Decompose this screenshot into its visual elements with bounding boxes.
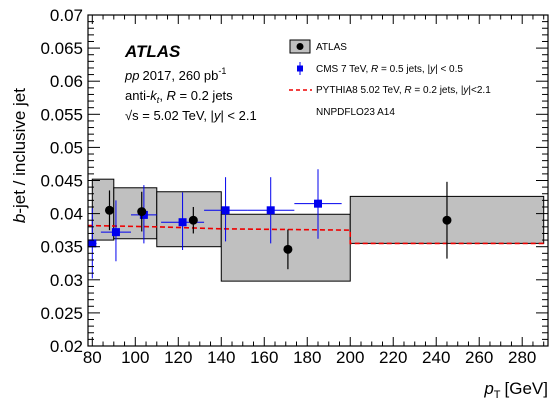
atlas-point [442,215,452,225]
y-axis: 0.02 0.025 0.03 0.035 0.04 0.045 0.05 0.055 0.06… [40,6,548,356]
x-tick-label: 160 [250,348,278,367]
jet-algorithm-label: anti-kt, R = 0.2 jets [125,88,233,105]
x-tick-label: 220 [379,348,407,367]
x-tick-label: 120 [164,348,192,367]
energy-rapidity-label: √s = 5.02 TeV, |y| < 2.1 [125,108,257,123]
y-axis-title: b-jet / inclusive jet [10,88,29,223]
pythia-prediction [87,224,544,245]
y-tick-label: 0.055 [40,105,83,124]
legend: ATLAS CMS 7 TeV, R = 0.5 jets, |y| < 0.5… [289,39,491,118]
cms-point [266,206,275,215]
y-tick-label: 0.06 [50,72,83,91]
x-tick-label: 180 [293,348,321,367]
atlas-label: ATLAS [124,42,181,61]
cms-point [314,199,322,208]
legend-atlas-marker [296,43,304,50]
x-tick-label: 80 [83,348,102,367]
x-tick-label: 280 [508,348,536,367]
x-tick-label: 140 [207,348,235,367]
legend-cms-label: CMS 7 TeV, R = 0.5 jets, |y| < 0.5 [316,64,463,75]
y-tick-label: 0.02 [50,337,83,356]
y-tick-label: 0.025 [40,304,83,323]
atlas-syst-band [113,187,158,240]
cms-point [88,239,97,248]
x-tick-label: 200 [336,348,364,367]
y-tick-label: 0.07 [50,6,83,25]
atlas-point [188,215,198,225]
x-axis-title: pT [GeV] [483,379,548,401]
legend-cms-marker [297,65,303,72]
y-tick-label: 0.04 [50,205,83,224]
atlas-point [104,205,114,215]
y-tick-label: 0.03 [50,271,83,290]
x-tick-label: 260 [465,348,493,367]
atlas-point [137,207,147,217]
dataset-label: pp 2017, 260 pb-1 [124,66,226,83]
atlas-point [283,244,293,254]
x-tick-label: 100 [121,348,149,367]
pythia-line [87,224,544,245]
y-tick-label: 0.065 [40,39,83,58]
y-tick-label: 0.05 [50,138,83,157]
legend-pythia-label: PYTHIA8 5.02 TeV, R = 0.2 jets, |y|<2.1 [316,85,491,96]
y-tick-label: 0.035 [40,238,83,257]
cms-point [111,228,120,237]
cms-point [221,206,230,215]
y-tick-label: 0.045 [40,172,83,191]
x-tick-label: 240 [422,348,450,367]
legend-atlas-label: ATLAS [316,42,347,53]
cms-point [178,218,187,227]
legend-pythia-tune: NNPDFLO23 A14 [316,107,395,118]
atlas-series [104,181,452,270]
x-axis: 80 100 120 140 160 180 200 220 240 260 280 [83,15,545,367]
